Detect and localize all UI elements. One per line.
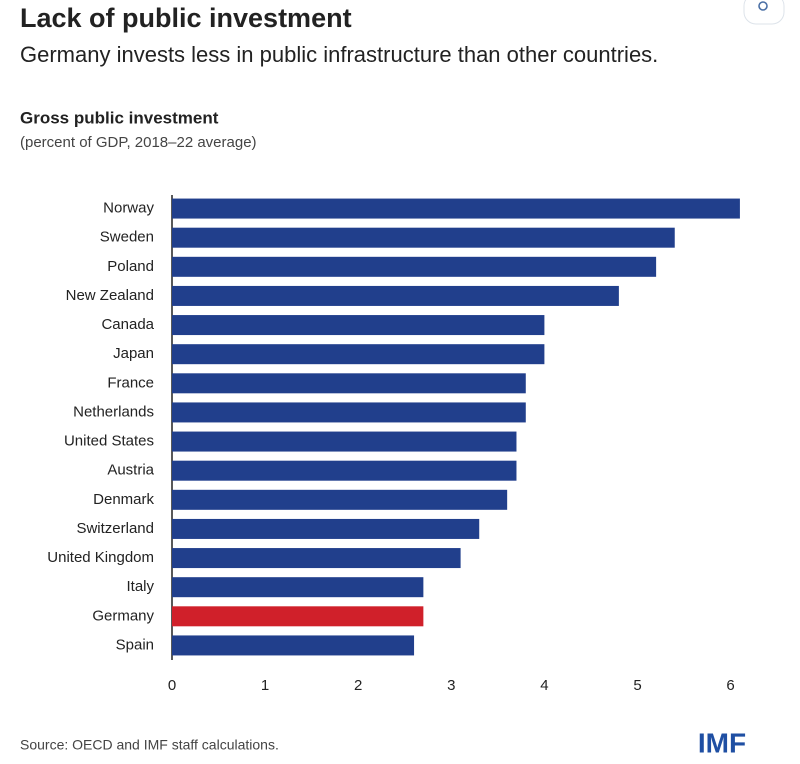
subtitle: Germany invests less in public infrastru… [20,42,658,67]
bar [172,489,508,510]
x-tick-label: 5 [633,677,641,694]
bar [172,518,480,539]
bar [172,402,526,423]
y-tick-label: Netherlands [73,403,154,420]
chart-title: Gross public investment [20,108,219,127]
bar [172,198,740,219]
y-tick-label: Sweden [100,229,154,246]
y-tick-label: Norway [103,200,154,217]
x-tick-label: 6 [726,677,734,694]
x-tick-label: 1 [261,677,269,694]
y-tick-label: Japan [113,345,154,362]
bar [172,577,424,598]
bar [172,315,545,336]
y-tick-label: Denmark [93,491,154,508]
bar [172,635,415,656]
bar [172,606,424,627]
y-tick-label: Canada [101,316,154,333]
x-tick-label: 0 [168,677,176,694]
y-tick-label: United Kingdom [47,549,154,566]
x-tick-label: 3 [447,677,455,694]
source: Source: OECD and IMF staff calculations. [20,737,279,753]
y-tick-label: Switzerland [76,520,154,537]
logo: IMF [698,727,746,758]
x-tick-label: 2 [354,677,362,694]
y-tick-label: Italy [126,578,154,595]
y-tick-label: Spain [116,636,154,653]
y-tick-label: Austria [107,462,154,479]
bar [172,227,675,248]
x-tick-label: 4 [540,677,548,694]
lens-icon[interactable] [743,0,785,25]
chart-subtitle: (percent of GDP, 2018–22 average) [20,134,257,151]
bar [172,285,619,306]
bar [172,256,657,277]
y-tick-label: Poland [107,258,154,275]
bar [172,373,526,394]
y-tick-label: New Zealand [66,287,154,304]
bar [172,344,545,365]
y-tick-label: Germany [92,607,154,624]
y-tick-label: United States [64,433,154,450]
bar [172,460,517,481]
bar [172,431,517,452]
title: Lack of public investment [20,3,352,33]
bar [172,548,461,569]
y-tick-label: France [107,374,154,391]
